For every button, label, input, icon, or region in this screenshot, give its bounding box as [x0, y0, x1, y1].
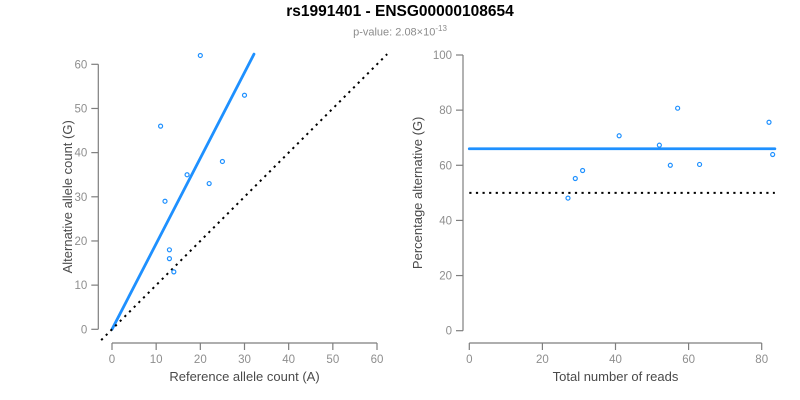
- data-point: [656, 142, 662, 148]
- x-tick-label: 0: [466, 354, 472, 366]
- data-point: [616, 133, 622, 139]
- data-point: [162, 198, 168, 204]
- y-tick-label: 30: [75, 192, 88, 204]
- figure-subtitle: p-value: 2.08×10-13: [0, 24, 800, 39]
- data-point: [166, 247, 173, 253]
- y-tick-label: 20: [439, 271, 452, 283]
- x-tick-label: 40: [609, 354, 622, 366]
- data-point: [171, 269, 177, 275]
- x-tick-label: 0: [109, 354, 115, 366]
- data-point: [580, 167, 586, 174]
- figure-title: rs1991401 - ENSG00000108654: [286, 3, 514, 20]
- y-tick-label: 0: [446, 326, 452, 338]
- x-axis-label: Total number of reads: [553, 369, 679, 384]
- y-tick-label: 20: [75, 236, 88, 248]
- x-axis-label: Reference allele count (A): [169, 369, 319, 384]
- p-value-exponent: -13: [435, 24, 447, 33]
- y-axis-label: Alternative allele count (G): [60, 120, 75, 273]
- y-tick-label: 10: [75, 280, 88, 292]
- y-tick-label: 50: [75, 103, 88, 115]
- x-tick-label: 60: [371, 354, 384, 366]
- data-point: [157, 123, 164, 129]
- data-point: [766, 119, 772, 125]
- fit-line: [110, 52, 256, 331]
- y-tick-label: 60: [439, 160, 452, 172]
- y-tick-label: 0: [81, 324, 87, 336]
- x-tick-label: 50: [326, 354, 339, 366]
- data-point: [184, 172, 190, 178]
- y-tick-label: 80: [439, 105, 452, 117]
- data-point: [696, 161, 703, 168]
- data-point: [770, 151, 776, 158]
- x-tick-label: 30: [238, 354, 251, 366]
- y-tick-label: 40: [75, 148, 88, 160]
- data-point: [166, 256, 173, 262]
- data-point: [241, 92, 248, 98]
- x-tick-label: 40: [282, 354, 295, 366]
- y-tick-label: 100: [433, 50, 452, 62]
- x-tick-label: 20: [194, 354, 207, 366]
- identity-line: [100, 53, 388, 341]
- p-value-text: p-value: 2.08×10: [353, 26, 436, 39]
- data-point: [675, 105, 681, 111]
- x-tick-label: 60: [682, 354, 695, 366]
- data-point: [206, 180, 212, 187]
- data-point: [572, 175, 578, 182]
- data-point: [667, 162, 673, 168]
- x-tick-label: 20: [536, 354, 549, 366]
- data-point: [219, 158, 226, 165]
- data-point: [565, 195, 571, 201]
- y-tick-label: 60: [75, 59, 88, 71]
- x-tick-label: 80: [755, 354, 768, 366]
- x-tick-label: 10: [150, 354, 163, 366]
- y-axis-label: Percentage alternative (G): [410, 117, 425, 269]
- y-tick-label: 40: [439, 215, 452, 227]
- data-point: [197, 52, 203, 59]
